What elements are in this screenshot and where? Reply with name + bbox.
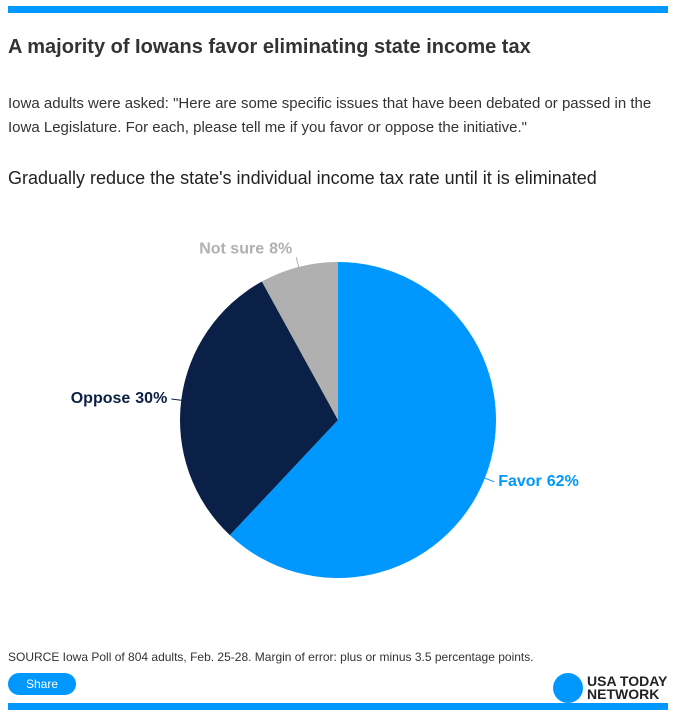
source-note: SOURCE Iowa Poll of 804 adults, Feb. 25-… xyxy=(8,650,534,664)
chart-subtitle: Iowa adults were asked: "Here are some s… xyxy=(8,95,652,136)
pie-slice xyxy=(180,281,338,536)
data-label: Favor 62% xyxy=(498,473,579,490)
leader-line xyxy=(171,398,182,401)
bottom-bar xyxy=(8,703,668,710)
label-category: Oppose xyxy=(71,390,131,407)
label-category: Favor xyxy=(498,473,542,490)
data-label: Not sure 8% xyxy=(199,240,292,257)
logo: USA TODAY NETWORK xyxy=(587,673,668,702)
chart-question: Gradually reduce the state's individual … xyxy=(8,168,597,188)
label-value: 30% xyxy=(135,390,167,407)
chart: Favor 62% Oppose 30% Not sure 8% xyxy=(71,240,579,578)
logo-circle xyxy=(553,673,583,703)
logo-top: USA TODAY xyxy=(587,673,668,689)
leader-line xyxy=(484,477,495,483)
logo-bottom: NETWORK xyxy=(587,686,660,702)
label-value: 62% xyxy=(547,473,579,490)
top-bar xyxy=(8,6,668,13)
label-category: Not sure xyxy=(199,240,264,257)
share-button[interactable]: Share xyxy=(8,673,76,695)
label-value: 8% xyxy=(269,240,292,257)
data-label: Oppose 30% xyxy=(71,390,168,407)
chart-title: A majority of Iowans favor eliminating s… xyxy=(8,36,531,58)
pie-slice xyxy=(261,262,338,420)
leader-line xyxy=(295,257,300,268)
share-label[interactable]: Share xyxy=(25,677,59,691)
pie-slice xyxy=(229,262,497,578)
